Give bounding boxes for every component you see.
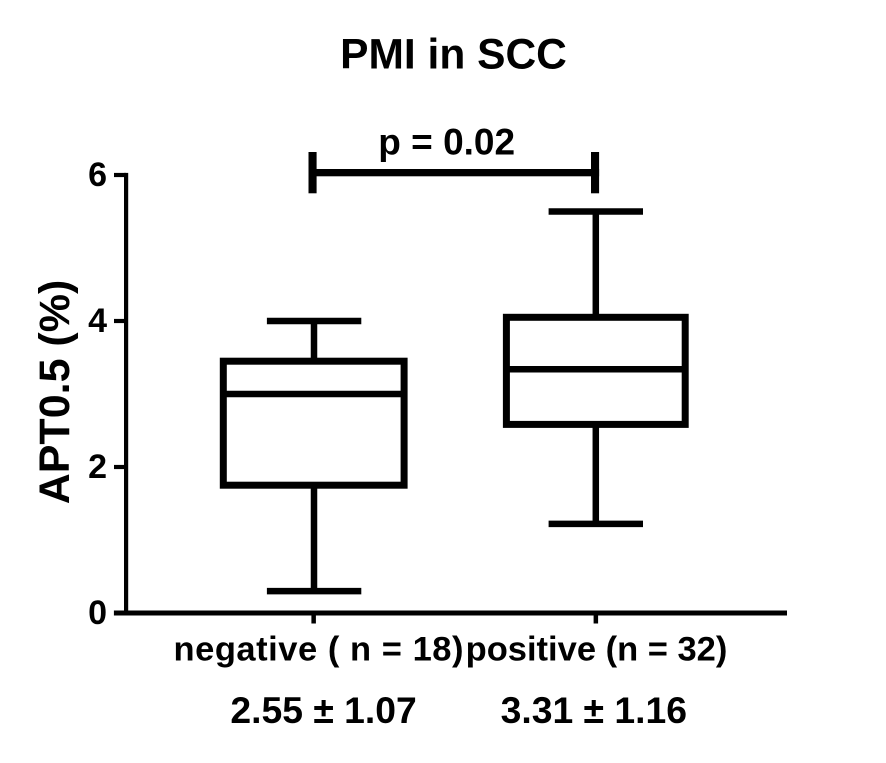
svg-text:3.31 ± 1.16: 3.31 ± 1.16 bbox=[501, 689, 687, 731]
svg-text:0: 0 bbox=[88, 594, 107, 632]
svg-text:p = 0.02: p = 0.02 bbox=[378, 121, 515, 162]
svg-text:PMI in SCC: PMI in SCC bbox=[340, 32, 567, 79]
svg-text:APT0.5 (%): APT0.5 (%) bbox=[31, 280, 79, 505]
svg-text:4: 4 bbox=[88, 302, 107, 340]
svg-text:positive (n = 32): positive (n = 32) bbox=[466, 631, 728, 669]
svg-text:2.55 ± 1.07: 2.55 ± 1.07 bbox=[230, 689, 416, 731]
svg-text:6: 6 bbox=[88, 156, 107, 194]
svg-text:negative ( n = 18): negative ( n = 18) bbox=[174, 631, 464, 669]
svg-text:2: 2 bbox=[88, 448, 107, 486]
